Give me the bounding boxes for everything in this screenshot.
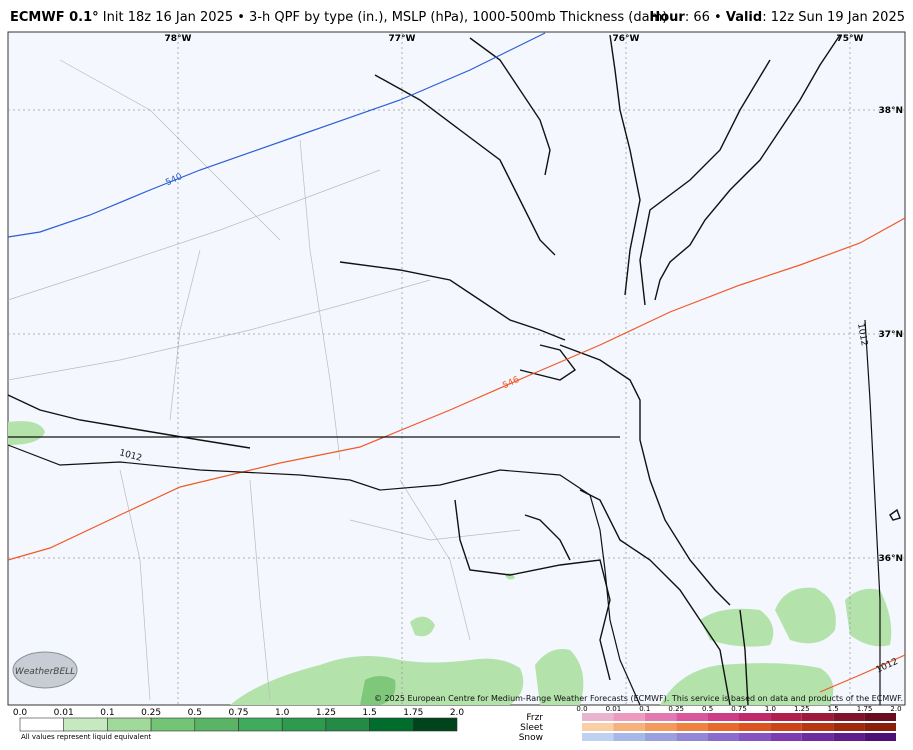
rain-swatch [369, 717, 414, 732]
rain-swatch [107, 717, 152, 732]
title: ECMWF 0.1° [10, 10, 99, 25]
map-area [7, 31, 906, 706]
header: ECMWF 0.1° Init 18z 16 Jan 2025 • 3-h QP… [10, 10, 903, 25]
latitude-label: 36°N [878, 554, 903, 564]
county-lines [7, 59, 521, 701]
mslp-label: 1012 [855, 323, 869, 347]
rain-tick: 0.75 [228, 708, 248, 718]
hour-label: Hour [649, 10, 685, 25]
rain-tick: 1.75 [403, 708, 423, 718]
rain-tick: 0.25 [141, 708, 161, 718]
ptype-swatch [613, 733, 645, 741]
ptype-swatch [833, 733, 865, 741]
ptype-swatch [582, 713, 614, 721]
graticule [8, 32, 905, 705]
ptype-swatch [770, 713, 802, 721]
ptype-swatch [739, 713, 771, 721]
ptype-swatch [801, 723, 834, 731]
ptype-swatch [707, 713, 739, 721]
ptype-swatch [801, 713, 834, 721]
logo: WeatherBELL [12, 651, 78, 689]
ptype-tick: 0.25 [668, 705, 684, 713]
rain-tick: 0.01 [54, 708, 74, 718]
latitude-label: 37°N [878, 330, 903, 340]
ptype-swatch [582, 723, 614, 731]
ptype-swatch [801, 733, 834, 741]
ptype-swatch [739, 733, 771, 741]
ptype-tick: 0.5 [702, 705, 713, 713]
ptype-tick: 0.01 [606, 705, 622, 713]
ptype-tick: 0.75 [731, 705, 747, 713]
valid-info: Hour: 66 • Valid: 12z Sun 19 Jan 2025 [649, 10, 905, 25]
ptype-tick: 1.5 [828, 705, 839, 713]
longitude-label: 76°W [613, 34, 640, 44]
rain-tick: 0.5 [188, 708, 202, 718]
ptype-swatch [770, 733, 802, 741]
thickness-contours [7, 32, 906, 693]
ptype-swatch [676, 733, 708, 741]
subtitle: Init 18z 16 Jan 2025 • 3-h QPF by type (… [102, 10, 668, 25]
logo-text: WeatherBELL [15, 667, 75, 677]
ptype-swatch [582, 733, 614, 741]
ptype-swatch [707, 723, 739, 731]
ptype-swatch [644, 723, 677, 731]
rain-tick: 2.0 [450, 708, 465, 718]
ptype-tick: 1.75 [857, 705, 873, 713]
longitude-label: 77°W [389, 34, 416, 44]
rain-swatch [412, 717, 458, 732]
rain-tick: 1.25 [316, 708, 336, 718]
rain-swatch [281, 717, 327, 732]
legend-note: All values represent liquid equivalent [21, 733, 151, 741]
ptype-swatch [707, 733, 739, 741]
ptype-swatch [739, 723, 771, 731]
ptype-tick: 1.25 [794, 705, 810, 713]
rain-swatch [19, 717, 65, 732]
mslp-contours [7, 319, 881, 706]
coastlines [7, 34, 901, 706]
rain-swatch [325, 717, 370, 732]
ptype-tick: 1.0 [765, 705, 776, 713]
rain-tick: 0.1 [100, 708, 114, 718]
ptype-swatch [613, 713, 645, 721]
ptype-label: Sleet [520, 723, 543, 733]
ptype-label: Frzr [526, 713, 543, 723]
ptype-swatch [644, 733, 677, 741]
ptype-tick: 2.0 [890, 705, 901, 713]
ptype-swatch [644, 713, 677, 721]
ptype-swatch [613, 723, 645, 731]
rain-swatch [63, 717, 108, 732]
rain-swatch [194, 717, 239, 732]
rain-tick: 1.5 [362, 708, 376, 718]
longitude-label: 75°W [837, 34, 864, 44]
valid: : 12z Sun 19 Jan 2025 [762, 10, 905, 25]
longitude-label: 78°W [165, 34, 192, 44]
ptype-swatch [676, 713, 708, 721]
hour: : 66 • [684, 10, 722, 25]
rain-swatch [238, 717, 283, 732]
ptype-swatch [676, 723, 708, 731]
ptype-label: Snow [519, 733, 543, 743]
ptype-swatch [864, 713, 896, 721]
ptype-swatch [864, 733, 896, 741]
ptype-swatch [770, 723, 802, 731]
latitude-label: 38°N [878, 106, 903, 116]
ptype-tick: 0.1 [639, 705, 650, 713]
rain-tick: 0.0 [13, 708, 28, 718]
ptype-swatch [833, 713, 865, 721]
rain-tick: 1.0 [275, 708, 290, 718]
ptype-swatch [833, 723, 865, 731]
ptype-tick: 0.0 [576, 705, 587, 713]
credit: © 2025 European Centre for Medium-Range … [374, 694, 903, 703]
valid-label: Valid [725, 10, 763, 25]
ptype-swatch [864, 723, 896, 731]
rain-swatch [150, 717, 196, 732]
